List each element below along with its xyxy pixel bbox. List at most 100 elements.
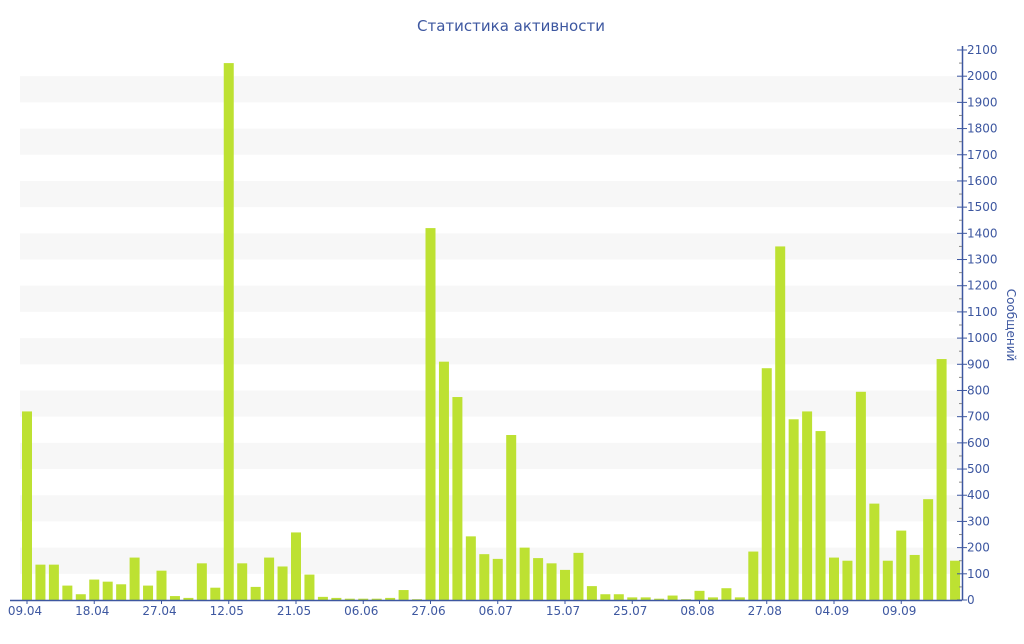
- bar: [438, 361, 449, 600]
- bar: [156, 570, 167, 600]
- bar: [479, 554, 490, 600]
- bar: [936, 359, 947, 600]
- bar: [815, 431, 826, 600]
- y-tick-label: 300: [967, 514, 990, 528]
- bar: [250, 586, 261, 600]
- bar: [506, 435, 517, 600]
- bar: [398, 590, 409, 600]
- bar: [102, 581, 113, 600]
- x-tick-label: 27.04: [142, 604, 176, 618]
- x-tick-label: 12.05: [210, 604, 244, 618]
- x-tick-label: 18.04: [75, 604, 109, 618]
- x-tick-label: 25.07: [613, 604, 647, 618]
- bar: [775, 246, 786, 600]
- grid-band: [20, 76, 962, 103]
- bar: [385, 597, 396, 600]
- x-axis: 09.04 18.04 27.04 12.05 21.05 06.06 27.06 06.07…: [8, 599, 962, 618]
- grid-band: [20, 233, 962, 260]
- x-tick-label: 15.07: [546, 604, 580, 618]
- y-tick-label: 500: [967, 462, 990, 476]
- bar: [586, 586, 597, 600]
- y-tick-label: 800: [967, 383, 990, 397]
- bar: [788, 419, 799, 600]
- bar: [358, 598, 369, 600]
- y-tick-label: 700: [967, 410, 990, 424]
- bar: [519, 547, 530, 600]
- y-tick-label: 900: [967, 357, 990, 371]
- x-tick-label: 06.07: [479, 604, 513, 618]
- y-tick-label: 2000: [967, 69, 998, 83]
- bar: [452, 397, 463, 600]
- bar: [909, 554, 920, 600]
- bar: [344, 598, 355, 600]
- bar: [237, 563, 248, 600]
- bar: [223, 63, 234, 601]
- grid-band: [20, 285, 962, 312]
- bar: [492, 558, 503, 600]
- bar: [600, 594, 611, 600]
- bar: [371, 598, 382, 600]
- bar: [304, 574, 315, 600]
- grid-band: [20, 180, 962, 208]
- bar: [22, 411, 32, 600]
- bar: [129, 557, 140, 600]
- bar: [896, 530, 907, 600]
- bar: [425, 228, 436, 600]
- bar: [842, 560, 853, 600]
- y-axis-label: Сообщений: [1004, 289, 1018, 362]
- bar: [412, 599, 423, 600]
- bar: [829, 557, 839, 600]
- bar: [761, 368, 772, 600]
- bar: [667, 595, 678, 600]
- bar: [707, 597, 718, 600]
- bar: [331, 597, 342, 600]
- x-tick-label: 21.05: [277, 604, 311, 618]
- bar: [183, 597, 194, 600]
- bar: [694, 590, 705, 600]
- y-tick-label: 1800: [967, 122, 998, 136]
- bar: [923, 499, 934, 600]
- bar: [546, 563, 557, 600]
- bar: [721, 588, 732, 600]
- grid-band: [20, 338, 962, 365]
- chart-title: Статистика активности: [417, 17, 605, 35]
- y-tick-label: 1200: [967, 279, 998, 293]
- y-tick-label: 200: [967, 541, 990, 555]
- y-tick-label: 400: [967, 488, 990, 502]
- bar: [35, 564, 46, 600]
- y-tick-label: 1500: [967, 200, 998, 214]
- x-tick-label: 09.09: [882, 604, 916, 618]
- y-tick-label: 1100: [967, 305, 998, 319]
- bar: [681, 599, 692, 600]
- bars: [22, 63, 961, 601]
- y-tick-label: 0: [967, 593, 975, 607]
- x-tick-label: 04.09: [815, 604, 849, 618]
- grid-band: [20, 128, 962, 155]
- bar: [869, 503, 880, 600]
- bar: [465, 536, 476, 600]
- bar: [169, 596, 180, 600]
- bar: [533, 558, 544, 600]
- bar: [210, 587, 221, 600]
- bar: [264, 557, 275, 600]
- bar: [950, 560, 961, 600]
- y-tick-label: 1000: [967, 331, 998, 345]
- y-tick-label: 1700: [967, 148, 998, 162]
- bar: [75, 594, 86, 600]
- y-tick-label: 100: [967, 567, 990, 581]
- bar: [734, 597, 745, 600]
- bar: [627, 597, 638, 600]
- y-tick-label: 1600: [967, 174, 998, 188]
- bar: [196, 563, 207, 600]
- bar: [291, 532, 301, 600]
- bar: [62, 585, 73, 600]
- y-tick-label: 2100: [967, 43, 998, 57]
- x-tick-label: 09.04: [8, 604, 42, 618]
- bar: [573, 552, 584, 600]
- bar: [748, 551, 759, 600]
- bar: [882, 560, 893, 600]
- bar: [143, 585, 154, 600]
- bar: [640, 597, 651, 600]
- bar: [654, 598, 665, 600]
